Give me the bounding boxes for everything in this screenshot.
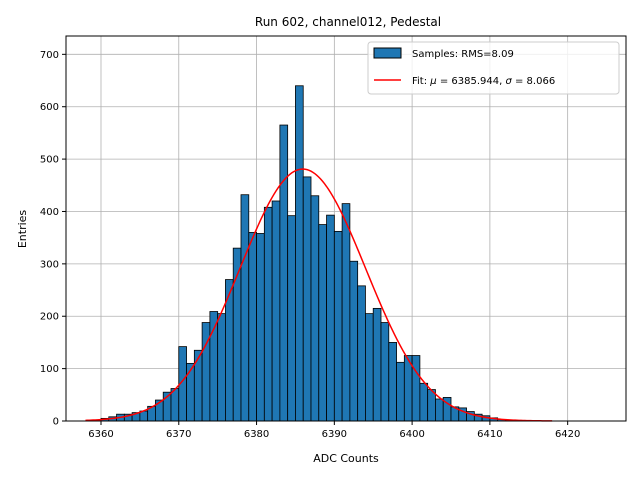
- histogram-bar: [396, 361, 405, 422]
- histogram-bar: [341, 203, 351, 422]
- y-tick-label: 0: [53, 417, 59, 428]
- x-tick-label: 6390: [322, 429, 347, 440]
- histogram-bar: [419, 382, 429, 422]
- histogram-bar: [318, 224, 327, 422]
- plot-frame: [65, 35, 627, 422]
- legend: Samples: RMS=8.09 Fit: μ = 6385.944, σ =…: [367, 41, 620, 95]
- y-tick-label: 500: [40, 155, 59, 166]
- x-tick-label: 6360: [88, 429, 113, 440]
- histogram-bar: [411, 355, 421, 422]
- histogram-bar: [302, 176, 312, 422]
- x-tick-label: 6420: [555, 429, 580, 440]
- x-axis-label: ADC Counts: [313, 452, 379, 465]
- histogram-bar: [310, 195, 320, 422]
- legend-swatch-histogram: [373, 47, 402, 59]
- legend-fit-mu-value: = 6385.944,: [437, 76, 506, 87]
- histogram-bar: [193, 349, 203, 422]
- y-tick-label: 700: [40, 50, 59, 61]
- y-axis-label: Entries: [16, 210, 29, 249]
- histogram-bar: [380, 322, 390, 422]
- histogram-bar: [349, 260, 359, 422]
- histogram-bar: [186, 362, 195, 422]
- fit-curve: [85, 168, 553, 422]
- legend-fit-sigma: σ: [505, 76, 512, 87]
- y-axis-ticks: 0 100 200 300 400 500 600 700: [40, 50, 66, 428]
- legend-fit-mu: μ: [429, 76, 436, 87]
- legend-box: [367, 41, 620, 95]
- histogram-bar: [240, 194, 250, 422]
- histogram-bar: [271, 200, 281, 422]
- histogram-bar: [333, 230, 343, 422]
- histogram-bar: [388, 342, 397, 422]
- histogram-bar: [435, 398, 444, 422]
- histogram-bar: [365, 313, 374, 422]
- histogram-bar: [357, 285, 366, 422]
- y-tick-label: 200: [40, 312, 59, 323]
- histogram-bar: [263, 206, 273, 422]
- x-axis-ticks: 6360 6370 6380 6390 6400 6410 6420: [88, 421, 580, 440]
- x-tick-label: 6380: [244, 429, 269, 440]
- y-tick-label: 400: [40, 207, 59, 218]
- x-tick-label: 6400: [399, 429, 424, 440]
- histogram-bar: [372, 307, 382, 422]
- histogram-bar: [201, 322, 211, 422]
- histogram-bar: [326, 214, 335, 422]
- histogram-bar: [256, 233, 265, 422]
- legend-fit-sigma-value: = 8.066: [512, 76, 555, 87]
- y-tick-label: 600: [40, 102, 59, 113]
- histogram-bar: [279, 124, 289, 422]
- histogram-bar: [427, 389, 436, 422]
- legend-label-fit: Fit: μ = 6385.944, σ = 8.066: [412, 76, 555, 87]
- x-tick-label: 6370: [166, 429, 191, 440]
- x-tick-label: 6410: [477, 429, 502, 440]
- y-tick-label: 300: [40, 259, 59, 270]
- histogram-bar: [170, 388, 180, 422]
- histogram-bar: [295, 85, 304, 422]
- histogram-bar: [248, 232, 257, 422]
- chart-title: Run 602, channel012, Pedestal: [255, 15, 441, 29]
- legend-fit-prefix: Fit:: [412, 76, 430, 87]
- histogram-bar: [217, 313, 226, 422]
- legend-label-histogram: Samples: RMS=8.09: [412, 49, 514, 60]
- y-tick-label: 100: [40, 364, 59, 375]
- histogram-bar: [287, 215, 296, 422]
